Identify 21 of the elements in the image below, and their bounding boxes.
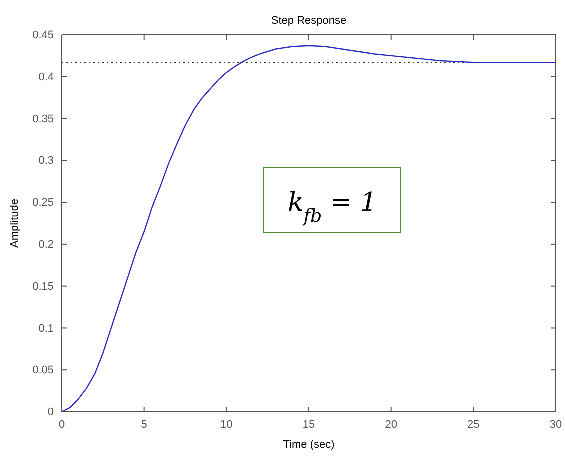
x-tick-label: 30 <box>550 418 562 431</box>
x-tick-label: 5 <box>141 418 148 431</box>
y-tick-label: 0.4 <box>38 71 54 84</box>
annotation: k$_{fb}$ = 1 <box>288 188 377 226</box>
y-tick-label: 0.3 <box>38 155 54 168</box>
x-tick-label: 10 <box>220 418 233 431</box>
y-tick-label: 0.05 <box>32 364 54 377</box>
x-tick-label: 0 <box>58 418 66 431</box>
x-tick-label: 20 <box>385 418 398 431</box>
y-tick-label: 0.1 <box>38 322 54 335</box>
y-tick-label: 0.2 <box>38 238 54 251</box>
x-axis-title: Time (sec) <box>283 439 335 451</box>
y-tick-label: 0.45 <box>32 30 54 42</box>
y-tick-label: 0 <box>48 406 54 419</box>
chart-title: Step Response <box>271 15 347 27</box>
x-tick-label: 25 <box>468 418 480 431</box>
x-tick-label: 15 <box>302 418 316 431</box>
y-tick-label: 0.15 <box>32 280 54 293</box>
y-tick-label: 0.35 <box>32 113 54 126</box>
y-tick-label: 0.25 <box>32 197 54 210</box>
y-axis-title: Amplitude <box>9 199 21 248</box>
